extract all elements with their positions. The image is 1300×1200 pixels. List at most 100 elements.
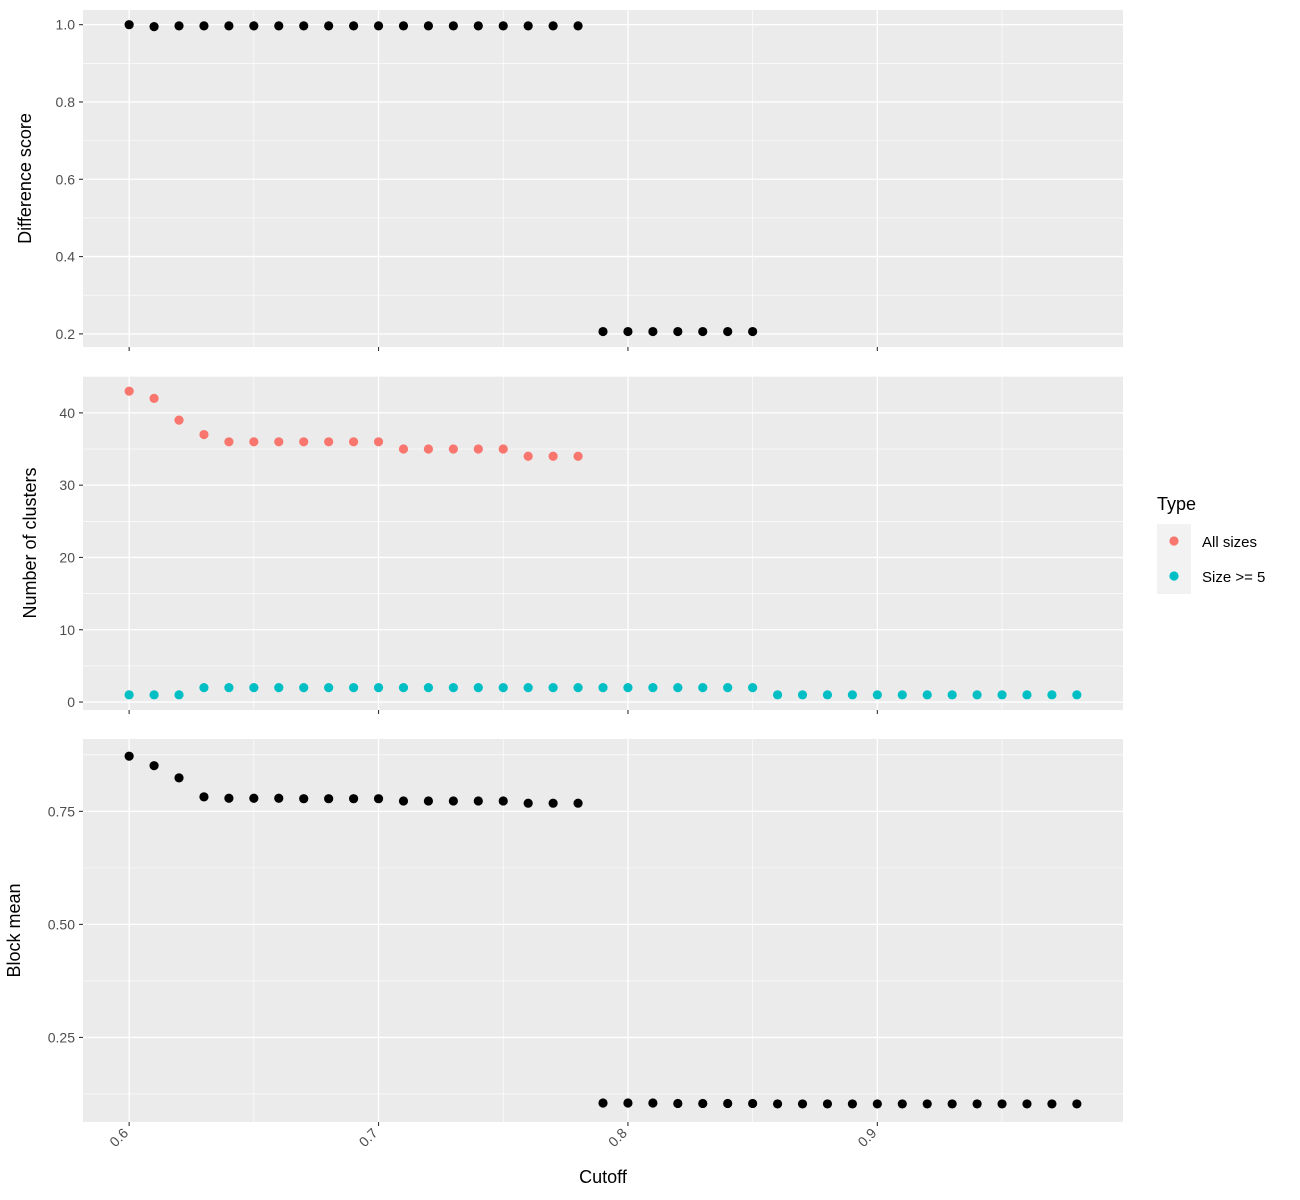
data-point <box>523 451 533 461</box>
data-point <box>473 682 483 693</box>
data-point <box>149 690 159 700</box>
data-point <box>772 690 783 700</box>
data-point <box>448 682 458 693</box>
data-point <box>847 1099 858 1109</box>
data-point <box>299 21 309 31</box>
data-point <box>648 1098 658 1108</box>
data-point <box>548 798 558 808</box>
data-point <box>498 796 508 806</box>
data-point <box>174 21 184 31</box>
x-tick-label: 0.7 <box>356 1125 381 1150</box>
data-point <box>548 21 558 31</box>
y-tick-label: 10 <box>59 622 75 638</box>
data-point <box>548 682 558 693</box>
legend-label: Size >= 5 <box>1202 569 1265 586</box>
data-point <box>797 690 808 700</box>
data-point <box>947 690 957 700</box>
data-point <box>174 690 184 700</box>
legend-key-background <box>1157 524 1191 594</box>
panel-background <box>83 10 1123 347</box>
data-point <box>274 437 284 447</box>
data-point <box>723 682 733 693</box>
legend-key <box>1169 571 1179 581</box>
data-point <box>299 794 309 804</box>
data-point <box>623 1098 633 1108</box>
data-point <box>398 444 409 454</box>
data-point <box>723 1098 733 1109</box>
data-point <box>149 393 159 404</box>
data-point <box>473 444 483 454</box>
data-point <box>224 682 234 693</box>
data-point <box>748 326 758 337</box>
data-point <box>673 1098 683 1109</box>
y-tick-label: 0.50 <box>48 916 75 932</box>
data-point <box>997 690 1007 700</box>
data-point <box>1072 690 1082 700</box>
data-point <box>772 1099 783 1109</box>
data-point <box>199 792 209 802</box>
legend-label: All sizes <box>1202 534 1257 551</box>
data-point <box>473 796 483 806</box>
data-point <box>124 690 134 700</box>
data-point <box>573 21 583 31</box>
data-point <box>648 682 658 693</box>
data-point <box>324 21 334 31</box>
data-point <box>398 682 409 693</box>
y-tick-label: 0.8 <box>56 94 76 110</box>
data-point <box>748 682 758 693</box>
x-tick-label: 0.8 <box>605 1125 630 1150</box>
data-point <box>249 437 259 447</box>
data-point <box>423 682 434 693</box>
legend-title: Type <box>1157 494 1196 514</box>
data-point <box>224 21 234 31</box>
data-point <box>348 682 359 693</box>
legend: Type All sizes Size >= 5 <box>1157 494 1265 594</box>
series-points <box>124 751 1082 1109</box>
data-point <box>324 794 334 804</box>
y-axis-title: Difference score <box>15 113 35 244</box>
data-point <box>498 682 508 693</box>
y-axis-title: Block mean <box>4 883 24 977</box>
data-point <box>324 682 334 693</box>
data-point <box>598 1098 608 1108</box>
data-point <box>448 21 458 31</box>
data-point <box>523 798 533 808</box>
data-point <box>847 690 858 700</box>
y-tick-label: 1.0 <box>56 17 76 33</box>
y-tick-label: 40 <box>59 405 75 421</box>
data-point <box>498 21 508 31</box>
data-point <box>423 796 434 806</box>
series-points <box>124 682 1082 700</box>
data-point <box>872 1099 882 1109</box>
data-point <box>498 444 508 454</box>
y-tick-label: 0.6 <box>56 171 76 187</box>
x-tick-label: 0.9 <box>854 1125 879 1150</box>
data-point <box>897 1099 907 1109</box>
data-point <box>598 682 608 693</box>
x-tick-label: 0.6 <box>106 1125 131 1150</box>
data-point <box>1047 690 1057 700</box>
data-point <box>972 690 982 700</box>
data-point <box>348 794 359 804</box>
data-point <box>124 20 134 30</box>
data-point <box>224 793 234 803</box>
data-point <box>673 326 683 337</box>
data-point <box>199 21 209 31</box>
data-point <box>872 690 882 700</box>
data-point <box>224 437 234 447</box>
data-point <box>1047 1099 1057 1109</box>
y-tick-label: 20 <box>59 549 75 565</box>
data-point <box>698 326 708 337</box>
y-tick-label: 0.75 <box>48 803 75 819</box>
data-point <box>573 682 583 693</box>
data-point <box>922 1099 932 1109</box>
data-point <box>124 751 134 761</box>
data-point <box>922 690 932 700</box>
data-point <box>897 690 907 700</box>
data-point <box>822 690 833 700</box>
data-point <box>398 796 409 806</box>
y-tick-label: 30 <box>59 477 75 493</box>
data-point <box>748 1098 758 1109</box>
data-point <box>623 682 633 693</box>
